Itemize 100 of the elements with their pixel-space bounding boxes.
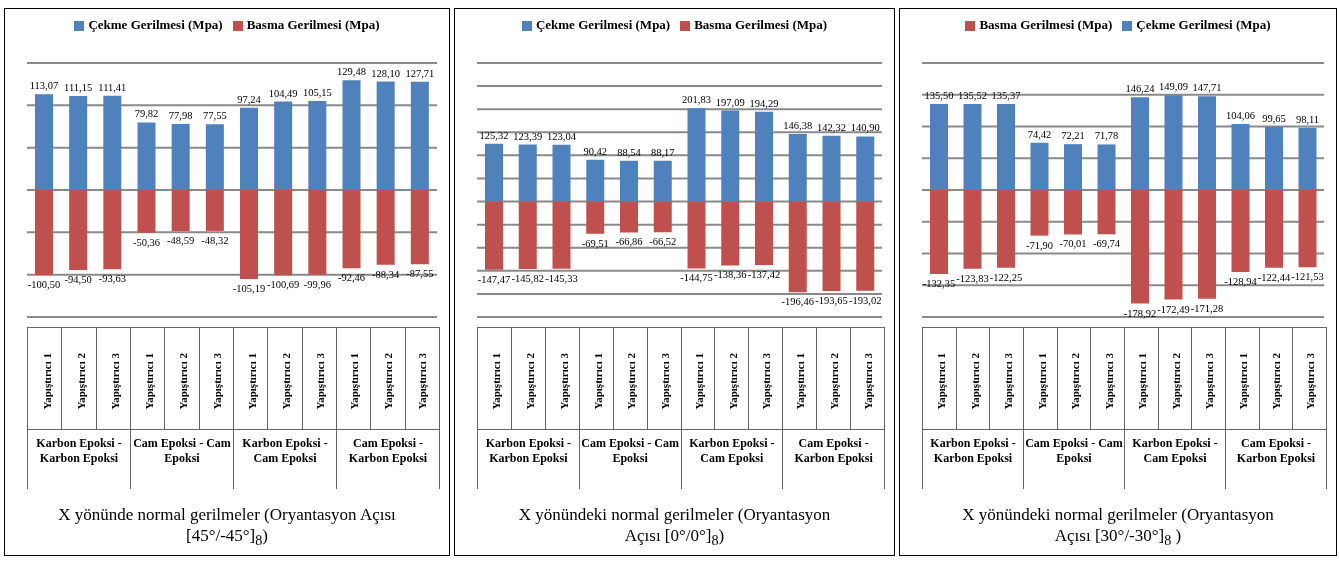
bar [687, 201, 706, 269]
data-label: 123,39 [513, 130, 543, 142]
data-label: 72,21 [1061, 130, 1085, 142]
bar [240, 107, 258, 190]
x-tick-label: Yapıştırıcı 1 [1136, 353, 1149, 410]
x-tick-label: Yapıştırıcı 1 [1236, 353, 1249, 410]
bar [822, 135, 841, 202]
x-tick-label: Yapıştırıcı 3 [557, 352, 570, 410]
data-label: -48,32 [201, 234, 229, 246]
x-tick-label: Yapıştırıcı 3 [760, 352, 773, 410]
x-tick-label: Yapıştırıcı 3 [108, 352, 121, 410]
x-tick-label: Yapıştırıcı 1 [143, 353, 156, 410]
bar [856, 136, 875, 202]
bar [205, 124, 224, 190]
data-label: 127,71 [405, 67, 435, 79]
bar [653, 160, 672, 202]
x-tick-label: Yapıştırıcı 2 [177, 352, 190, 410]
text: Karbon Epoksi - Karbon Epoksi [923, 429, 1024, 489]
bar [1265, 126, 1283, 190]
text: Cam Epoksi - Cam Epoksi [579, 429, 682, 489]
bar [342, 190, 361, 269]
bar [620, 201, 638, 233]
bar [137, 122, 156, 190]
bar [376, 190, 395, 265]
data-label: -145,33 [545, 272, 578, 284]
bar [721, 110, 740, 202]
data-label: -128,94 [1224, 275, 1258, 287]
x-tick-label: Yapıştırıcı 1 [40, 353, 53, 410]
bar [930, 103, 948, 190]
bar [687, 108, 706, 202]
bar [274, 190, 293, 276]
data-label: -94,50 [64, 274, 92, 286]
data-label: -171,28 [1190, 302, 1224, 314]
text: X yönündeki normal gerilmeler (Oryantasyon Açısı [0°/0°]$_{8}$) [517, 503, 832, 550]
data-label: 77,55 [203, 110, 227, 122]
bar [586, 201, 605, 234]
data-label: 135,52 [958, 89, 987, 101]
data-label: 128,10 [371, 67, 401, 79]
bar [69, 95, 88, 190]
data-label: -100,50 [27, 279, 61, 291]
text: Karbon Epoksi - Cam Epoksi [681, 429, 784, 489]
bar [1030, 142, 1049, 190]
text: Cam Epoksi - Karbon Epoksi [337, 429, 440, 489]
data-label: -100,69 [266, 279, 300, 291]
bar [620, 160, 638, 202]
x-tick-label: Yapıştırıcı 3 [416, 352, 429, 410]
data-label: 98,11 [1295, 113, 1320, 125]
x-tick-label: Yapıştırıcı 1 [348, 353, 361, 410]
text: Karbon Epoksi - Cam Epoksi [234, 429, 337, 489]
data-label: -92,46 [337, 272, 366, 284]
bar [485, 143, 503, 202]
data-label: -105,19 [232, 283, 266, 295]
bar [308, 100, 327, 190]
x-tick-label: Yapıştırıcı 1 [794, 353, 807, 410]
x-tick-label: Yapıştırıcı 2 [1270, 352, 1283, 410]
bar [171, 190, 190, 232]
text: Cam Epoksi - Cam Epoksi [1024, 429, 1125, 489]
bar [1231, 190, 1250, 272]
x-tick-label: Yapıştırıcı 1 [591, 353, 604, 410]
data-label: -93,63 [98, 273, 126, 285]
x-tick-label: Yapıştırıcı 3 [861, 352, 874, 410]
bar [410, 81, 429, 190]
data-label: -48,59 [167, 235, 195, 247]
x-tick-label: Yapıştırıcı 2 [74, 352, 87, 410]
x-tick-label: Yapıştırıcı 2 [968, 352, 981, 410]
data-label: -147,47 [477, 273, 511, 285]
bar [1198, 190, 1216, 299]
data-label: -69,51 [581, 237, 609, 249]
bar [586, 159, 605, 202]
data-label: -123,83 [956, 272, 989, 284]
bar [1064, 144, 1082, 190]
bar [930, 190, 948, 275]
bar [1164, 190, 1183, 300]
x-tick-label: Yapıştırıcı 2 [625, 352, 638, 410]
data-label: -66,52 [649, 236, 677, 248]
text: Cam Epoksi - Cam Epoksi [131, 429, 234, 489]
bar [721, 201, 740, 266]
data-label: 201,83 [682, 94, 711, 106]
data-label: 104,49 [268, 87, 298, 99]
data-label: 111,41 [98, 81, 127, 93]
data-label: 97,24 [237, 93, 262, 105]
text: X yönündeki normal gerilmeler (Oryantasyon Açısı [30°/-30°]$_{8}$ ) [961, 503, 1275, 550]
text: Cam Epoksi - Karbon Epoksi [1226, 429, 1327, 489]
bar [788, 133, 807, 202]
bar [755, 111, 773, 202]
x-tick-label: Yapıştırıcı 3 [1002, 352, 1015, 410]
data-label: -69,74 [1092, 238, 1121, 250]
data-label: 74,42 [1027, 128, 1052, 140]
data-label: -50,36 [132, 236, 161, 248]
bar [308, 190, 327, 275]
x-tick-label: Yapıştırıcı 2 [1069, 352, 1082, 410]
x-tick-label: Yapıştırıcı 1 [490, 353, 503, 410]
data-label: 146,38 [783, 119, 813, 131]
legend-label: Basma Gerilmesi (Mpa) [246, 17, 380, 32]
data-label: -122,25 [989, 271, 1023, 283]
data-label: 104,06 [1226, 109, 1255, 121]
bar [1131, 190, 1149, 304]
bar [552, 201, 571, 269]
bar [171, 123, 190, 190]
bar [485, 201, 503, 270]
